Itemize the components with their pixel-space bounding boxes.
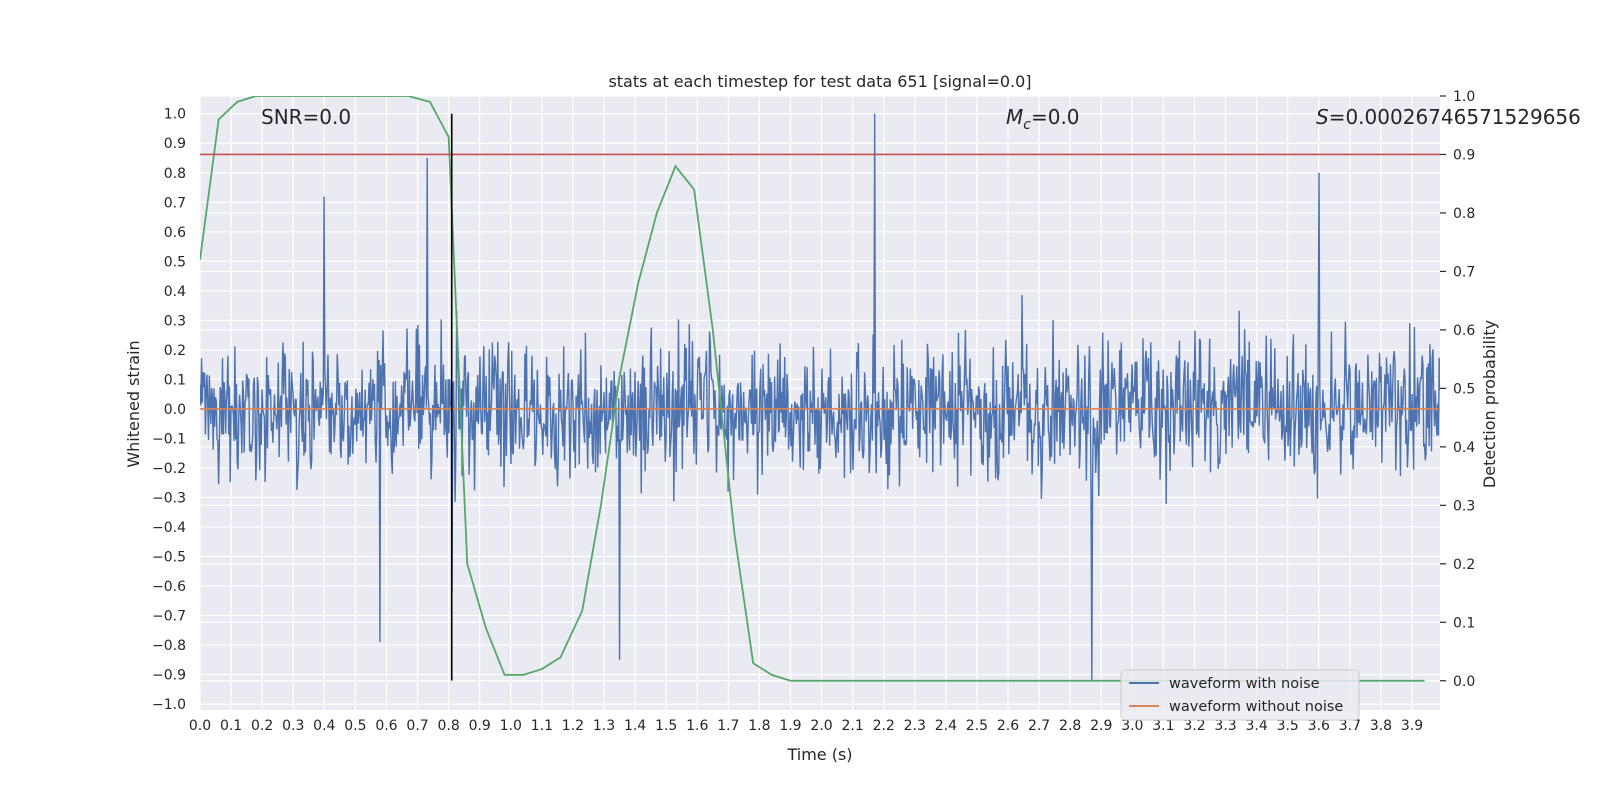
y2-tick-label-1: 0.9 — [1453, 147, 1475, 163]
legend-box — [1120, 669, 1360, 721]
x-axis-ticks: 0.0 0.1 0.2 0.3 0.4 0.5 0.6 0.7 0.8 0.9 1.0 1.1 1.2 1… — [189, 718, 1423, 734]
y-tick-label-14: −0.4 — [152, 520, 186, 536]
annotation-s-value: =0.00026746571529656 — [1329, 105, 1581, 129]
x-tick-label-24: 2.4 — [935, 718, 957, 734]
x-tick-label-3: 0.3 — [282, 718, 304, 734]
x-tick-label-32: 3.2 — [1183, 718, 1205, 734]
y-tick-label-4: 0.6 — [164, 225, 186, 241]
x-tick-label-14: 1.4 — [624, 718, 646, 734]
y2-tick-label-8: 0.2 — [1453, 557, 1475, 573]
x-tick-label-16: 1.6 — [686, 718, 708, 734]
y-tick-label-7: 0.3 — [164, 313, 186, 329]
x-tick-label-27: 2.7 — [1028, 718, 1050, 734]
annotation-chirp-mass-symbol: M — [1006, 105, 1023, 129]
y2-tick-label-10: 0.0 — [1453, 674, 1475, 690]
y-tick-label-11: −0.1 — [152, 431, 186, 447]
y2-tick-label-0: 1.0 — [1453, 89, 1475, 105]
y-tick-label-19: −0.9 — [152, 668, 186, 684]
y-tick-label-16: −0.6 — [152, 579, 186, 595]
y2-tick-label-5: 0.5 — [1453, 381, 1475, 397]
series-detection-probability — [200, 96, 1425, 682]
annotation-s-symbol: S — [1316, 105, 1329, 129]
y2-axis-label: Detection probability — [1480, 320, 1499, 488]
legend-label-noise: waveform with noise — [1169, 676, 1320, 692]
x-tick-label-15: 1.5 — [655, 718, 677, 734]
x-tick-label-25: 2.5 — [966, 718, 988, 734]
x-tick-label-17: 1.7 — [717, 718, 739, 734]
x-tick-label-1: 0.1 — [220, 718, 242, 734]
x-tick-label-26: 2.6 — [997, 718, 1019, 734]
y2-tick-label-9: 0.1 — [1453, 615, 1475, 631]
legend: waveform with noise waveform without noi… — [1120, 669, 1360, 721]
y-tick-label-2: 0.8 — [164, 166, 186, 182]
x-tick-label-35: 3.5 — [1277, 718, 1299, 734]
y-tick-label-13: −0.3 — [152, 490, 186, 506]
x-tick-label-12: 1.2 — [562, 718, 584, 734]
x-tick-label-38: 3.8 — [1370, 718, 1392, 734]
y-tick-label-1: 0.9 — [164, 136, 186, 152]
x-tick-label-4: 0.4 — [313, 718, 335, 734]
y-tick-label-5: 0.5 — [164, 254, 186, 270]
x-tick-label-10: 1.0 — [500, 718, 522, 734]
x-tick-label-11: 1.1 — [531, 718, 553, 734]
y-axis-ticks: 1.0 0.9 0.8 0.7 0.6 0.5 0.4 0.3 0.2 0.1 0.0 −0.1 −0.… — [152, 107, 186, 713]
x-tick-label-31: 3.1 — [1152, 718, 1174, 734]
y2-tick-label-7: 0.3 — [1453, 498, 1475, 514]
x-tick-label-33: 3.3 — [1214, 718, 1236, 734]
x-tick-label-6: 0.6 — [375, 718, 397, 734]
y2-tick-label-6: 0.4 — [1453, 440, 1475, 456]
y2-tick-label-2: 0.8 — [1453, 206, 1475, 222]
legend-label-clean: waveform without noise — [1169, 699, 1343, 715]
x-tick-label-21: 2.1 — [841, 718, 863, 734]
y-tick-label-6: 0.4 — [164, 284, 186, 300]
x-axis-label: Time (s) — [786, 745, 852, 764]
x-tick-label-5: 0.5 — [344, 718, 366, 734]
annotation-s: S=0.00026746571529656 — [1316, 105, 1581, 129]
annotation-snr: SNR=0.0 — [261, 105, 351, 129]
y-axis-label: Whitened strain — [124, 340, 143, 467]
y-tick-label-10: 0.0 — [164, 402, 186, 418]
line-detection-probability — [200, 96, 1425, 682]
annotation-chirp-mass-subscript: c — [1023, 117, 1031, 133]
x-tick-label-29: 2.9 — [1090, 718, 1112, 734]
x-tick-label-23: 2.3 — [904, 718, 926, 734]
x-tick-label-2: 0.2 — [251, 718, 273, 734]
y-tick-label-9: 0.1 — [164, 372, 186, 388]
x-tick-label-8: 0.8 — [437, 718, 459, 734]
y-tick-label-20: −1.0 — [152, 697, 186, 713]
x-tick-label-13: 1.3 — [593, 718, 615, 734]
reference-lines — [200, 113, 1440, 681]
y-tick-label-12: −0.2 — [152, 461, 186, 477]
y2-axis-ticks: 1.0 0.9 0.8 0.7 0.6 0.5 0.4 0.3 0.2 0.1 0.0 — [1440, 89, 1475, 690]
x-tick-label-9: 0.9 — [469, 718, 491, 734]
line-waveform-with-noise — [200, 113, 1440, 681]
x-tick-label-30: 3.0 — [1121, 718, 1143, 734]
x-tick-label-34: 3.4 — [1246, 718, 1268, 734]
y-tick-label-17: −0.7 — [152, 609, 186, 625]
x-tick-label-19: 1.9 — [779, 718, 801, 734]
x-tick-label-36: 3.6 — [1308, 718, 1330, 734]
y2-tick-label-3: 0.7 — [1453, 264, 1475, 280]
annotation-chirp-mass: Mc=0.0 — [1006, 105, 1080, 133]
x-tick-label-37: 3.7 — [1339, 718, 1361, 734]
x-tick-label-20: 2.0 — [810, 718, 832, 734]
y2-tick-label-4: 0.6 — [1453, 323, 1475, 339]
x-tick-label-18: 1.8 — [748, 718, 770, 734]
x-tick-label-28: 2.8 — [1059, 718, 1081, 734]
annotation-chirp-mass-value: =0.0 — [1031, 105, 1080, 129]
x-tick-label-7: 0.7 — [406, 718, 428, 734]
y-tick-label-0: 1.0 — [164, 107, 186, 123]
x-tick-label-39: 3.9 — [1401, 718, 1423, 734]
y-tick-label-3: 0.7 — [164, 195, 186, 211]
x-tick-label-0: 0.0 — [189, 718, 211, 734]
chart-title: stats at each timestep for test data 651… — [608, 72, 1031, 91]
y-tick-label-18: −0.8 — [152, 638, 186, 654]
series-waveform-with-noise — [200, 113, 1440, 681]
y-tick-label-8: 0.2 — [164, 343, 186, 359]
x-tick-label-22: 2.2 — [873, 718, 895, 734]
y-tick-label-15: −0.5 — [152, 550, 186, 566]
